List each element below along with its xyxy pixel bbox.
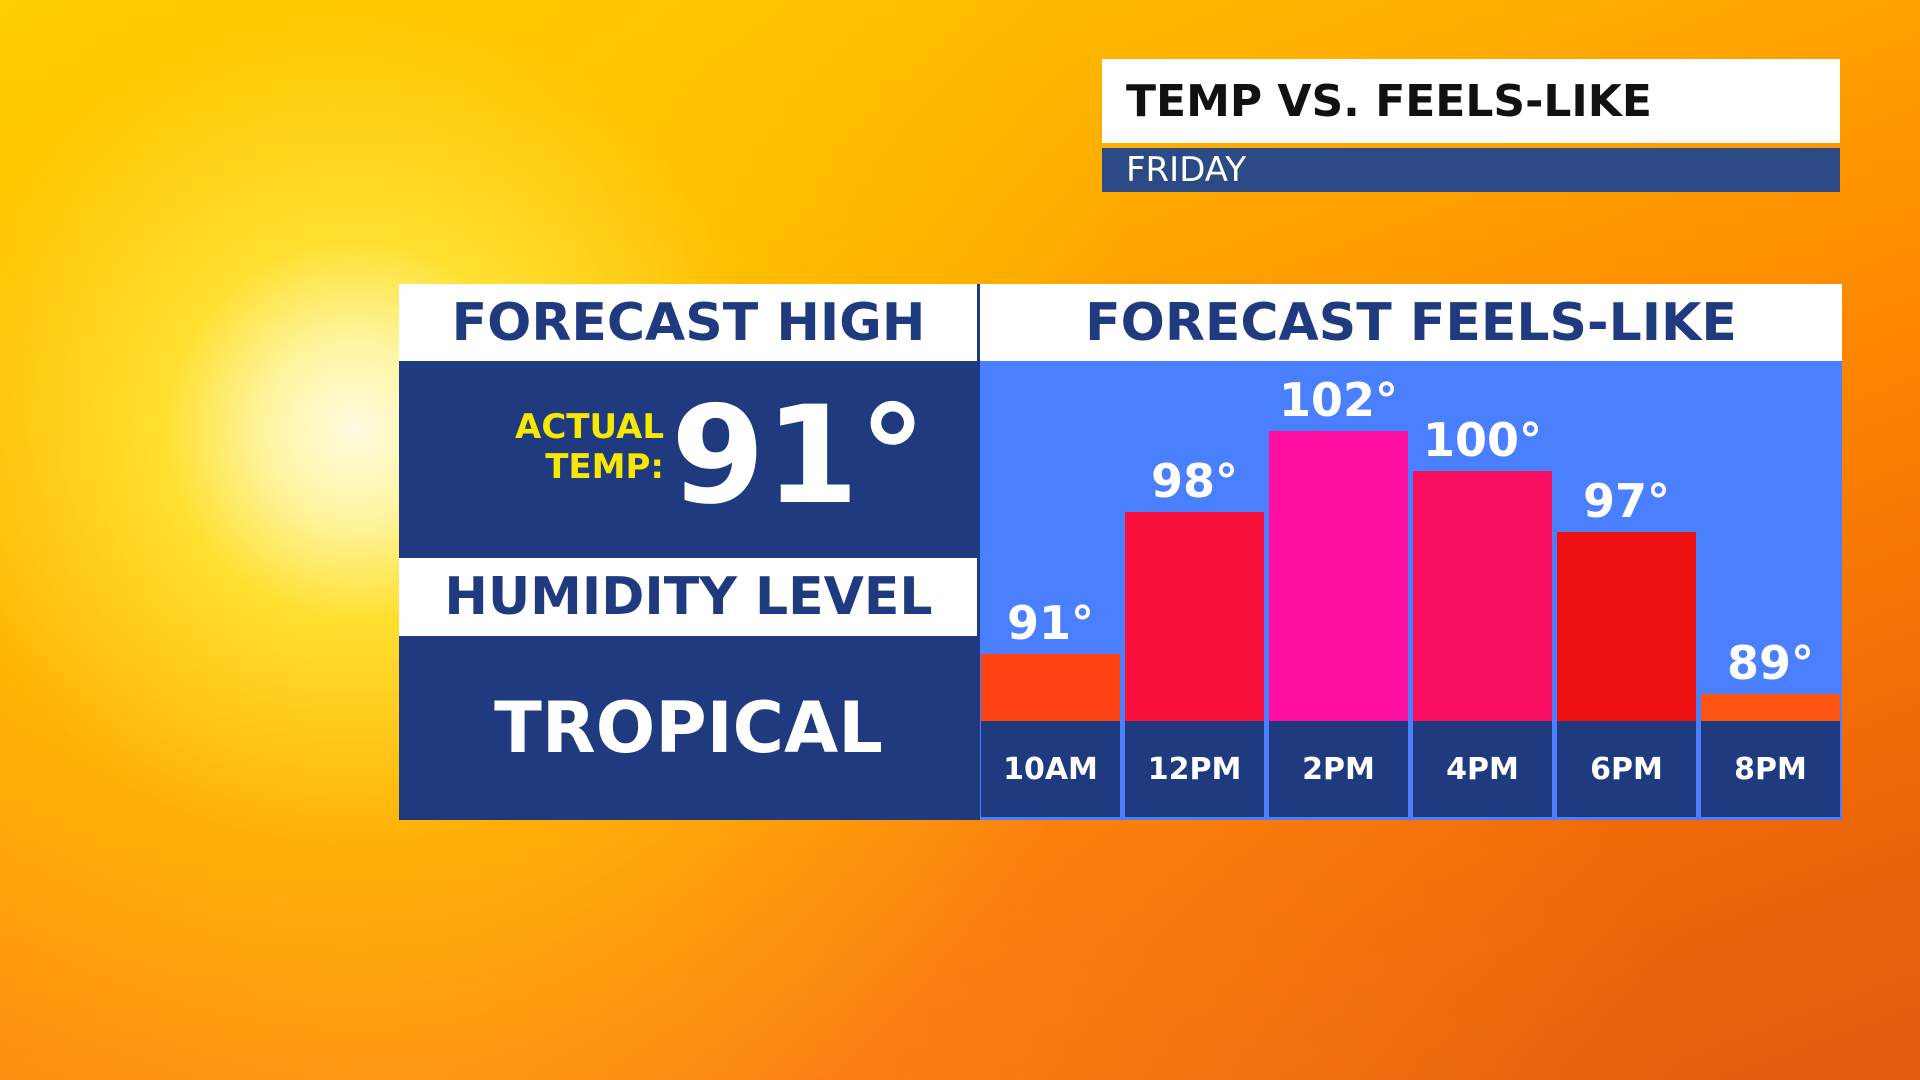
header-title: TEMP VS. FEELS-LIKE	[1126, 75, 1652, 127]
divider	[977, 284, 980, 820]
forecast-high-heading: FORECAST HIGH	[399, 284, 978, 361]
bar	[1701, 694, 1840, 721]
chart-title: FORECAST FEELS-LIKE	[980, 284, 1842, 361]
actual-temp-value: 91°	[671, 377, 927, 534]
value-label: 100°	[1422, 413, 1543, 468]
humidity-heading: HUMIDITY LEVEL	[399, 558, 978, 636]
value-label: 98°	[1150, 453, 1238, 508]
bar	[981, 653, 1120, 721]
category-label: 12PM	[1125, 721, 1264, 817]
header-subtitle: FRIDAY	[1126, 150, 1247, 190]
value-label: 97°	[1582, 474, 1670, 529]
header-box: TEMP VS. FEELS-LIKE	[1102, 59, 1840, 143]
actual-temp-label: ACTUAL TEMP:	[515, 407, 664, 487]
value-label: 91°	[1006, 595, 1094, 650]
category-label: 6PM	[1557, 721, 1696, 817]
chart: 91° 10AM 98° 12PM 102° 2PM 100° 4PM 97° 6PM 89° 8PM	[980, 361, 1842, 820]
category-label: 4PM	[1413, 721, 1552, 817]
bar	[1413, 471, 1552, 721]
forecast-high-panel: ACTUAL TEMP: 91°	[399, 361, 978, 558]
bar	[1269, 431, 1408, 721]
humidity-value: TROPICAL	[399, 636, 978, 820]
subtitle-box: FRIDAY	[1102, 148, 1840, 192]
value-label: 102°	[1278, 373, 1399, 427]
bar	[1125, 511, 1264, 721]
bar	[1557, 532, 1696, 721]
value-label: 89°	[1726, 636, 1814, 690]
category-label: 10AM	[981, 721, 1120, 817]
category-label: 2PM	[1269, 721, 1408, 817]
category-label: 8PM	[1701, 721, 1840, 817]
